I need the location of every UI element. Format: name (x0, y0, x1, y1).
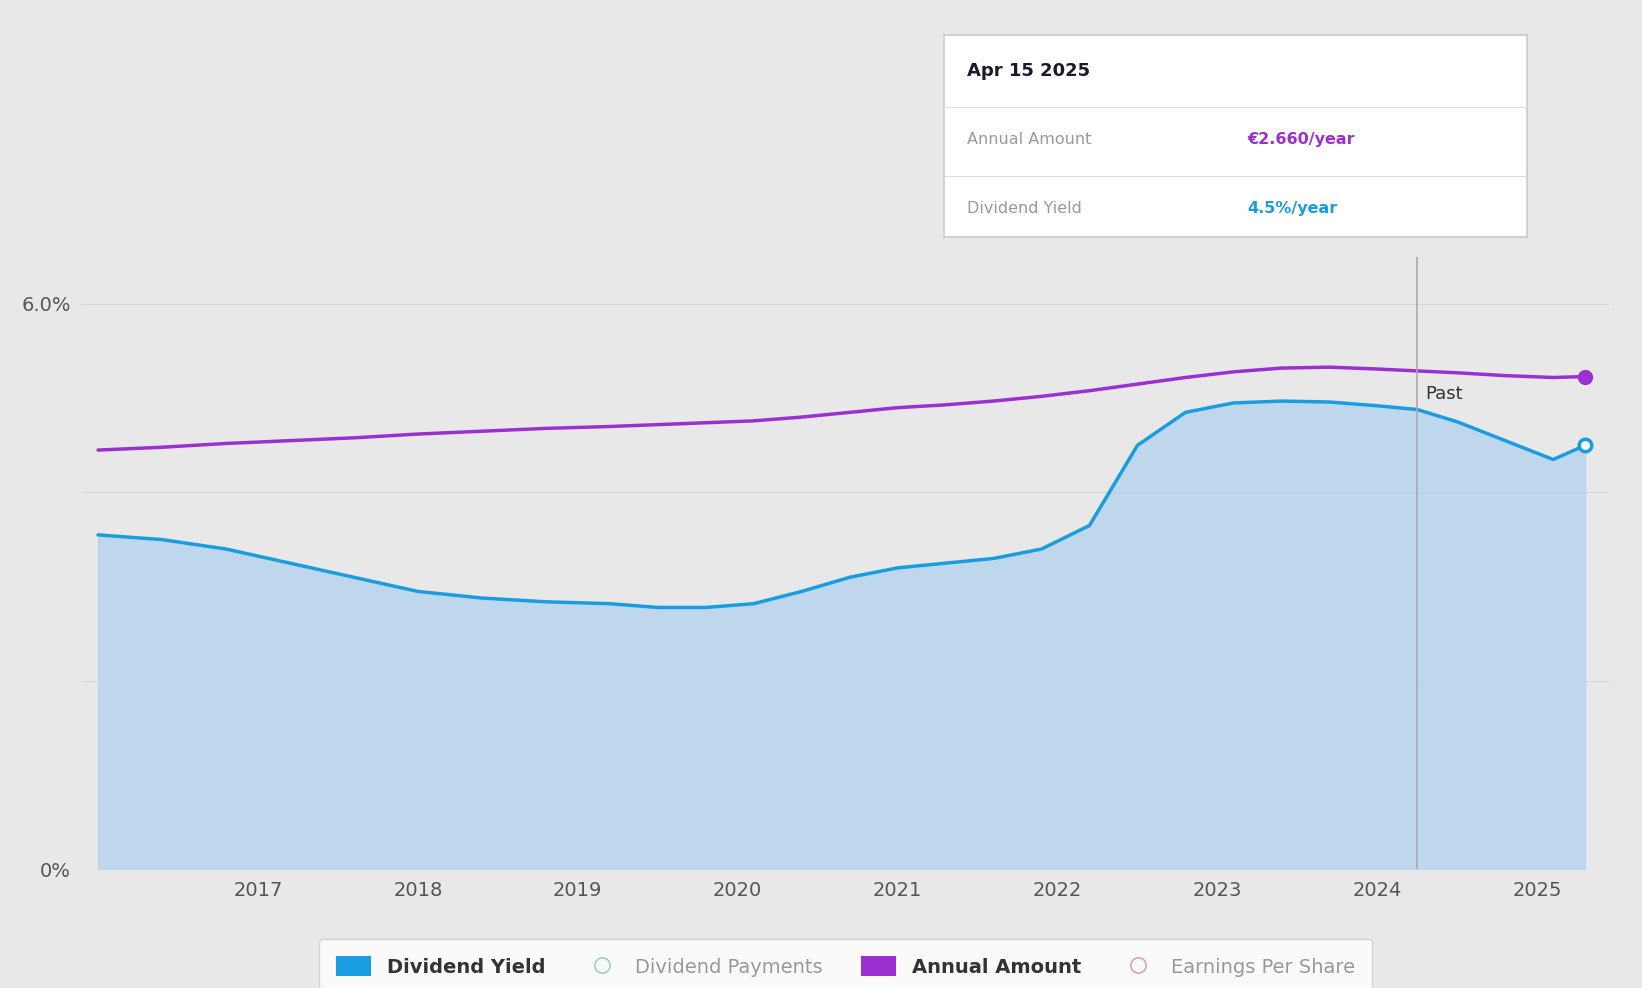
Text: Apr 15 2025: Apr 15 2025 (967, 62, 1090, 80)
Text: Dividend Yield: Dividend Yield (967, 202, 1082, 216)
Text: Past: Past (1425, 384, 1463, 402)
Legend: Dividend Yield, Dividend Payments, Annual Amount, Earnings Per Share: Dividend Yield, Dividend Payments, Annua… (319, 939, 1373, 988)
Text: €2.660/year: €2.660/year (1248, 132, 1355, 147)
Text: Annual Amount: Annual Amount (967, 132, 1092, 147)
Text: 4.5%/year: 4.5%/year (1248, 202, 1338, 216)
